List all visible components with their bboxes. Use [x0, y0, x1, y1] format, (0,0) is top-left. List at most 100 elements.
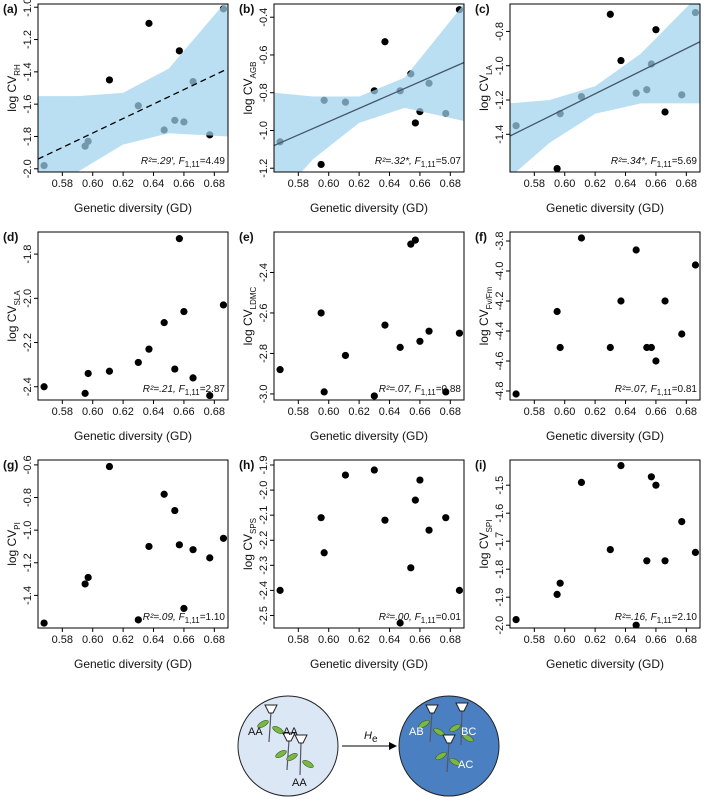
y-label-sub: RH [13, 64, 22, 76]
y-tick-label: -2.0 [22, 159, 34, 178]
stat-df: 1,11 [185, 160, 201, 169]
point [84, 573, 92, 582]
point [160, 490, 168, 498]
x-tick-label: 0.66 [173, 634, 194, 646]
point [632, 621, 640, 628]
panel-label: (c) [475, 2, 490, 16]
stat-fval: =5.07 [436, 156, 462, 167]
y-tick-label: -1.5 [494, 476, 506, 495]
point [416, 476, 424, 484]
point [425, 327, 433, 335]
point [381, 516, 389, 524]
y-tick-label: -1.8 [22, 245, 34, 264]
x-tick-label: 0.58 [52, 178, 73, 190]
point [317, 160, 325, 169]
axes-frame [37, 3, 229, 173]
y-axis-label: log CVLDMC [241, 286, 258, 345]
y-axis-label: log CVAGB [241, 62, 258, 115]
x-tick-label: 0.62 [348, 178, 369, 190]
y-tick-label: -2.0 [22, 289, 34, 308]
x-tick-label: 0.68 [440, 406, 461, 418]
point [81, 580, 89, 588]
point [134, 616, 142, 624]
y-tick-label: -1.8 [22, 127, 34, 146]
point [617, 462, 625, 470]
stat-df: 1,11 [421, 160, 437, 169]
x-tick-label: 0.66 [645, 634, 666, 646]
x-tick-label: 0.58 [524, 406, 545, 418]
stems [268, 709, 463, 776]
point [396, 343, 404, 351]
panel: 0.58 0.60 0.62 0.64 0.66 0.68 -2.0 -1.8 -1.6 -1.4… [3, 0, 229, 215]
y-label-sub: SLA [13, 290, 22, 306]
stat-r2: R²=.32*, [375, 156, 415, 167]
y-label-main: log CV [477, 75, 491, 111]
stat-f: F [179, 612, 186, 623]
point [189, 374, 197, 382]
x-axis-label: Genetic diversity (GD) [310, 429, 428, 443]
point [145, 345, 153, 353]
axes-frame [273, 459, 465, 629]
x-axis-label: Genetic diversity (GD) [546, 201, 664, 215]
y-axis-label: log CVSLA [5, 290, 22, 342]
point [647, 473, 655, 481]
trend-line [274, 61, 464, 147]
stat-fval: =0.88 [436, 384, 462, 395]
trend-line [38, 68, 228, 160]
plot-area [40, 235, 228, 400]
stat-fval: =4.49 [200, 156, 226, 167]
y-tick-label: -1.0 [494, 56, 506, 75]
x-tick-label: 0.68 [204, 634, 225, 646]
stat-annotation: R²=.32*, F1,11=5.07 [375, 156, 462, 169]
x-tick-label: 0.60 [554, 634, 575, 646]
x-tick-label: 0.62 [584, 178, 605, 190]
point [276, 366, 284, 374]
point [411, 496, 419, 504]
x-tick-label: 0.60 [82, 178, 103, 190]
plot-area [512, 234, 700, 398]
y-tick-label: -4.8 [494, 382, 506, 401]
x-axis-label: Genetic diversity (GD) [546, 429, 664, 443]
stat-annotation: R²=.21, F1,11=2.87 [143, 384, 226, 397]
x-tick-label: 0.58 [288, 634, 309, 646]
x-tick-label: 0.68 [676, 634, 697, 646]
stat-r2: R²=.21, [143, 384, 179, 395]
x-tick-label: 0.60 [318, 406, 339, 418]
point [643, 557, 651, 565]
x-tick-label: 0.62 [112, 634, 133, 646]
point [219, 534, 228, 542]
y-tick-label: -1.0 [22, 0, 34, 17]
panel-label: (a) [3, 2, 18, 16]
y-label-sub: Fv/Fm [485, 286, 494, 309]
stat-r2: R²=.07, [379, 384, 415, 395]
x-tick-label: 0.62 [348, 634, 369, 646]
x-tick-label: 0.64 [615, 178, 636, 190]
stat-fval: =0.81 [672, 384, 698, 395]
stat-fval: =2.10 [672, 612, 698, 623]
y-tick-label: -1.2 [22, 553, 34, 572]
y-axis-label: log CVRH [5, 64, 22, 112]
point [81, 389, 89, 397]
panel: 0.58 0.60 0.62 0.64 0.66 0.68 -1.4 -1.2 -1.0 -0.8… [3, 455, 229, 671]
stat-df: 1,11 [657, 388, 673, 397]
point [134, 358, 142, 367]
stat-r2: R²=.29′, [141, 156, 179, 167]
point [577, 234, 586, 242]
point [556, 579, 564, 587]
point [411, 236, 419, 244]
point [381, 321, 389, 329]
y-label-sub: PI [13, 522, 22, 530]
y-tick-label: -0.4 [258, 8, 270, 27]
panel: 0.58 0.60 0.62 0.64 0.66 0.68 -1.4 -1.2 -1.0 -0.8… [475, 2, 701, 215]
x-axis-label: Genetic diversity (GD) [74, 657, 192, 671]
x-tick-label: 0.68 [440, 634, 461, 646]
y-label-main: log CV [5, 76, 19, 112]
y-tick-label: -1.2 [258, 159, 270, 178]
confidence-band [274, 4, 464, 172]
flowers [264, 702, 469, 744]
x-tick-label: 0.60 [318, 634, 339, 646]
plot-area [38, 4, 228, 172]
point [276, 586, 284, 594]
point [577, 478, 586, 486]
stat-fval: =1.10 [200, 612, 226, 623]
